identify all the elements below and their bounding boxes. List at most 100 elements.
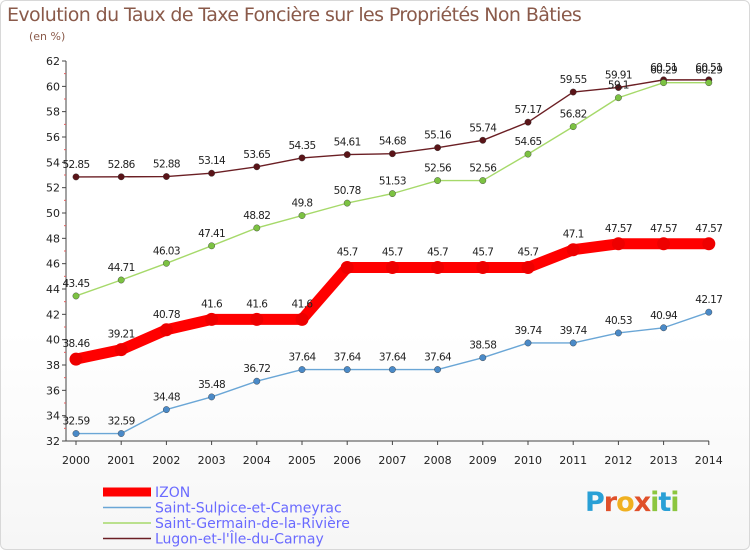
- y-tick-label: 34: [46, 410, 60, 423]
- data-label: 51.53: [379, 176, 406, 188]
- data-point: [298, 366, 306, 373]
- y-tick-label: 38: [46, 359, 60, 372]
- data-label: 39.74: [514, 325, 542, 337]
- data-label: 41.6: [201, 298, 223, 310]
- data-point: [702, 237, 716, 251]
- y-tick-label: 44: [46, 283, 60, 296]
- data-point: [660, 324, 667, 332]
- data-point: [431, 260, 445, 274]
- data-label: 57.17: [514, 104, 541, 116]
- data-label: 52.88: [153, 159, 180, 171]
- data-label: 46.03: [153, 245, 180, 257]
- x-tick-label: 2007: [378, 454, 406, 467]
- data-point: [434, 366, 441, 373]
- data-label: 48.82: [243, 210, 270, 222]
- legend-label: Lugon-et-l'Île-du-Carnay: [155, 530, 324, 548]
- data-point: [705, 79, 713, 87]
- data-label: 40.53: [605, 315, 632, 327]
- data-point: [72, 173, 80, 181]
- data-point: [521, 260, 535, 274]
- data-point: [253, 224, 261, 232]
- logo-letter: o: [616, 487, 635, 518]
- data-label: 37.64: [379, 352, 407, 364]
- data-point: [388, 366, 396, 373]
- data-point: [295, 312, 309, 326]
- data-label: 39.74: [560, 325, 588, 337]
- logo-letter: r: [603, 487, 617, 518]
- x-tick-label: 2013: [650, 454, 678, 467]
- data-label: 54.35: [288, 140, 315, 152]
- x-tick-label: 2012: [604, 454, 632, 467]
- data-label: 53.65: [243, 149, 270, 161]
- logo-letter: i: [670, 487, 679, 518]
- data-point: [434, 177, 441, 184]
- y-tick-label: 52: [46, 182, 60, 195]
- data-point: [524, 339, 532, 347]
- data-label: 36.72: [243, 363, 270, 375]
- data-label: 59.1: [608, 80, 629, 92]
- data-point: [72, 430, 80, 437]
- data-point: [298, 212, 306, 219]
- data-label: 54.65: [514, 136, 541, 148]
- x-tick-label: 2006: [333, 454, 361, 467]
- data-point: [657, 237, 671, 251]
- logo-letter: i: [650, 487, 659, 518]
- data-label: 47.57: [605, 223, 632, 235]
- legend-label: Saint-Sulpice-et-Cameyrac: [155, 501, 342, 517]
- data-label: 47.57: [650, 223, 677, 235]
- data-point: [205, 312, 219, 326]
- data-point: [208, 169, 216, 177]
- data-point: [524, 150, 532, 158]
- data-point: [343, 151, 351, 159]
- data-point: [569, 339, 577, 347]
- data-point: [569, 88, 577, 96]
- x-tick-label: 2009: [469, 454, 497, 467]
- data-label: 43.45: [62, 278, 89, 290]
- y-tick-label: 36: [46, 384, 60, 397]
- data-label: 53.14: [198, 155, 226, 167]
- logo-letter: t: [658, 487, 671, 518]
- data-point: [479, 354, 487, 362]
- y-tick-label: 48: [46, 232, 60, 245]
- data-point: [117, 276, 125, 284]
- data-point: [343, 199, 351, 207]
- y-tick-label: 60: [46, 80, 60, 93]
- data-point: [611, 237, 625, 251]
- data-label: 40.78: [153, 309, 180, 321]
- data-point: [159, 323, 173, 337]
- data-label: 60.51: [650, 62, 677, 74]
- data-label: 45.7: [518, 246, 539, 258]
- x-tick-label: 2004: [243, 454, 271, 467]
- data-label: 54.68: [379, 136, 406, 148]
- data-label: 32.59: [108, 416, 135, 428]
- data-label: 37.64: [334, 352, 362, 364]
- data-label: 60.51: [695, 62, 722, 74]
- data-point: [208, 242, 216, 250]
- data-point: [615, 329, 622, 337]
- data-label: 41.6: [292, 298, 314, 310]
- data-point: [343, 366, 351, 373]
- data-point: [69, 352, 83, 366]
- x-tick-label: 2011: [559, 454, 587, 467]
- data-label: 49.8: [292, 198, 313, 210]
- x-tick-label: 2005: [288, 454, 316, 467]
- data-label: 47.41: [198, 228, 225, 240]
- data-label: 54.61: [334, 137, 361, 149]
- data-point: [117, 430, 125, 437]
- data-label: 56.82: [560, 109, 587, 121]
- logo-letter: P: [585, 487, 605, 518]
- y-tick-label: 58: [46, 106, 60, 119]
- chart-subtitle: (en %): [29, 30, 66, 43]
- data-label: 45.7: [382, 246, 403, 258]
- y-tick-label: 62: [46, 55, 60, 68]
- data-point: [162, 173, 170, 180]
- data-label: 55.16: [424, 130, 452, 142]
- data-point: [434, 144, 441, 152]
- x-tick-label: 2002: [152, 454, 180, 467]
- x-tick-label: 2001: [107, 454, 135, 467]
- proxiti-logo: Proxiti: [585, 487, 680, 518]
- logo-letter: x: [633, 487, 651, 518]
- data-label: 37.64: [424, 352, 452, 364]
- data-label: 50.78: [334, 185, 361, 197]
